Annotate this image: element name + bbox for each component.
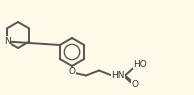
Text: O: O	[132, 80, 139, 89]
Text: HN: HN	[111, 71, 125, 80]
Text: N: N	[4, 36, 11, 46]
Text: HO: HO	[133, 60, 147, 69]
Text: O: O	[68, 67, 75, 76]
